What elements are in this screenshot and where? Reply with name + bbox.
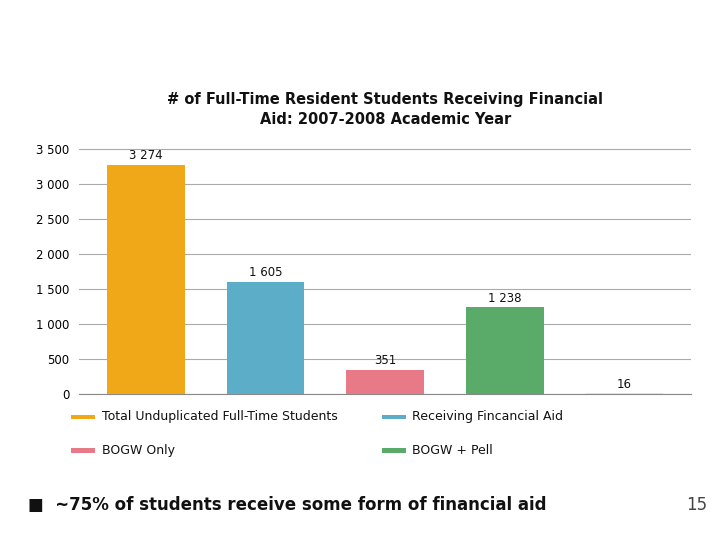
Title: # of Full-Time Resident Students Receiving Financial
Aid: 2007-2008 Academic Yea: # of Full-Time Resident Students Receivi… [167,92,603,127]
Bar [227,282,305,394]
Text: Receiving Fincancial Aid: Receiving Fincancial Aid [412,410,563,423]
Text: BOGW + Pell: BOGW + Pell [412,444,492,457]
Text: ■  ~75% of students receive some form of financial aid: ■ ~75% of students receive some form of … [27,496,546,514]
Bar [107,165,185,394]
Text: 3 274: 3 274 [129,150,163,163]
Bar [382,415,405,419]
Bar [71,415,95,419]
Bar [585,393,663,394]
Text: 16: 16 [617,377,632,390]
Text: Financial Aid: Financial Aid [18,45,307,83]
Text: 15: 15 [686,496,708,514]
Text: 351: 351 [374,354,396,367]
Bar [382,448,405,453]
Bar [346,369,424,394]
Bar [466,307,544,394]
Bar [71,448,95,453]
Text: 1 605: 1 605 [249,266,282,279]
Text: BOGW Only: BOGW Only [102,444,174,457]
Text: Total Unduplicated Full-Time Students: Total Unduplicated Full-Time Students [102,410,337,423]
Text: 1 238: 1 238 [488,292,521,305]
